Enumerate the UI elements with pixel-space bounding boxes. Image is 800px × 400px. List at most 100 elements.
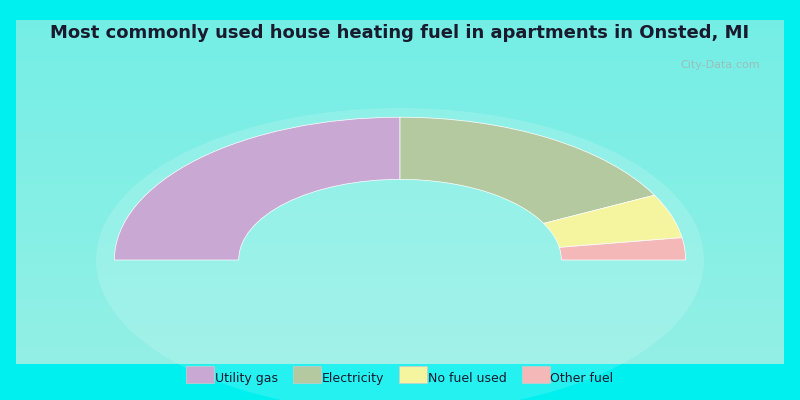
Wedge shape (400, 117, 654, 223)
Text: Most commonly used house heating fuel in apartments in Onsted, MI: Most commonly used house heating fuel in… (50, 24, 750, 42)
Bar (16, 302, 784, 306)
Bar (16, 171, 784, 175)
Bar (16, 360, 784, 364)
Bar (16, 51, 784, 54)
Bar (16, 68, 784, 72)
Wedge shape (544, 195, 682, 247)
Bar (16, 354, 784, 357)
Bar (16, 34, 784, 37)
Bar (16, 82, 784, 85)
Bar (16, 292, 784, 295)
Legend: Utility gas, Electricity, No fuel used, Other fuel: Utility gas, Electricity, No fuel used, … (182, 367, 618, 390)
Bar (16, 192, 784, 196)
Bar (16, 127, 784, 130)
Bar (16, 254, 784, 257)
Bar (16, 264, 784, 268)
Bar (16, 96, 784, 99)
Bar (16, 282, 784, 285)
Bar (16, 175, 784, 178)
Bar (16, 347, 784, 350)
Bar (16, 134, 784, 137)
Bar (16, 206, 784, 209)
Bar (16, 336, 784, 340)
Bar (16, 37, 784, 41)
Bar (16, 261, 784, 264)
Bar (16, 299, 784, 302)
Bar (16, 158, 784, 161)
Bar (16, 30, 784, 34)
Bar (16, 20, 784, 24)
Bar (16, 202, 784, 206)
Bar (16, 213, 784, 216)
Bar (16, 185, 784, 188)
Bar (16, 161, 784, 164)
Wedge shape (114, 117, 400, 260)
Bar (16, 330, 784, 333)
Bar (16, 154, 784, 158)
Bar (16, 61, 784, 65)
Bar (16, 99, 784, 102)
Bar (16, 257, 784, 261)
Bar (16, 120, 784, 123)
Bar (16, 151, 784, 154)
Bar (16, 48, 784, 51)
Bar (16, 188, 784, 192)
Bar (16, 92, 784, 96)
Bar (16, 326, 784, 330)
Bar (16, 306, 784, 309)
Bar (16, 216, 784, 220)
Bar (16, 106, 784, 110)
Bar (16, 140, 784, 144)
Bar (16, 85, 784, 89)
Bar (16, 110, 784, 113)
Text: City-Data.com: City-Data.com (680, 60, 760, 70)
Bar (16, 247, 784, 250)
Bar (16, 75, 784, 78)
Bar (16, 144, 784, 147)
Bar (16, 295, 784, 299)
Bar (16, 223, 784, 226)
Bar (16, 168, 784, 171)
Bar (16, 178, 784, 182)
Bar (16, 343, 784, 347)
Bar (16, 58, 784, 61)
Bar (16, 312, 784, 316)
Bar (16, 196, 784, 199)
Bar (16, 237, 784, 240)
Bar (16, 226, 784, 230)
Bar (16, 41, 784, 44)
Bar (16, 316, 784, 319)
Bar (16, 164, 784, 168)
Bar (16, 182, 784, 185)
Bar (16, 116, 784, 120)
Bar (16, 130, 784, 134)
Bar (16, 27, 784, 30)
Bar (16, 233, 784, 237)
Bar (16, 268, 784, 271)
Bar (16, 220, 784, 223)
Bar (16, 323, 784, 326)
Bar (16, 309, 784, 312)
Bar (16, 24, 784, 27)
Bar (16, 54, 784, 58)
Bar (16, 319, 784, 323)
Bar (16, 274, 784, 278)
Bar (16, 20, 784, 364)
Bar (16, 250, 784, 254)
Bar (16, 147, 784, 151)
Bar (16, 113, 784, 116)
Bar (16, 123, 784, 127)
Bar (16, 357, 784, 360)
Bar (16, 271, 784, 274)
Bar (16, 199, 784, 202)
Bar (16, 244, 784, 247)
Bar (16, 230, 784, 233)
Wedge shape (559, 238, 686, 260)
Bar (16, 65, 784, 68)
Bar (16, 278, 784, 282)
Bar (16, 102, 784, 106)
Bar (16, 72, 784, 75)
Circle shape (96, 108, 704, 400)
Bar (16, 78, 784, 82)
Bar (16, 240, 784, 244)
